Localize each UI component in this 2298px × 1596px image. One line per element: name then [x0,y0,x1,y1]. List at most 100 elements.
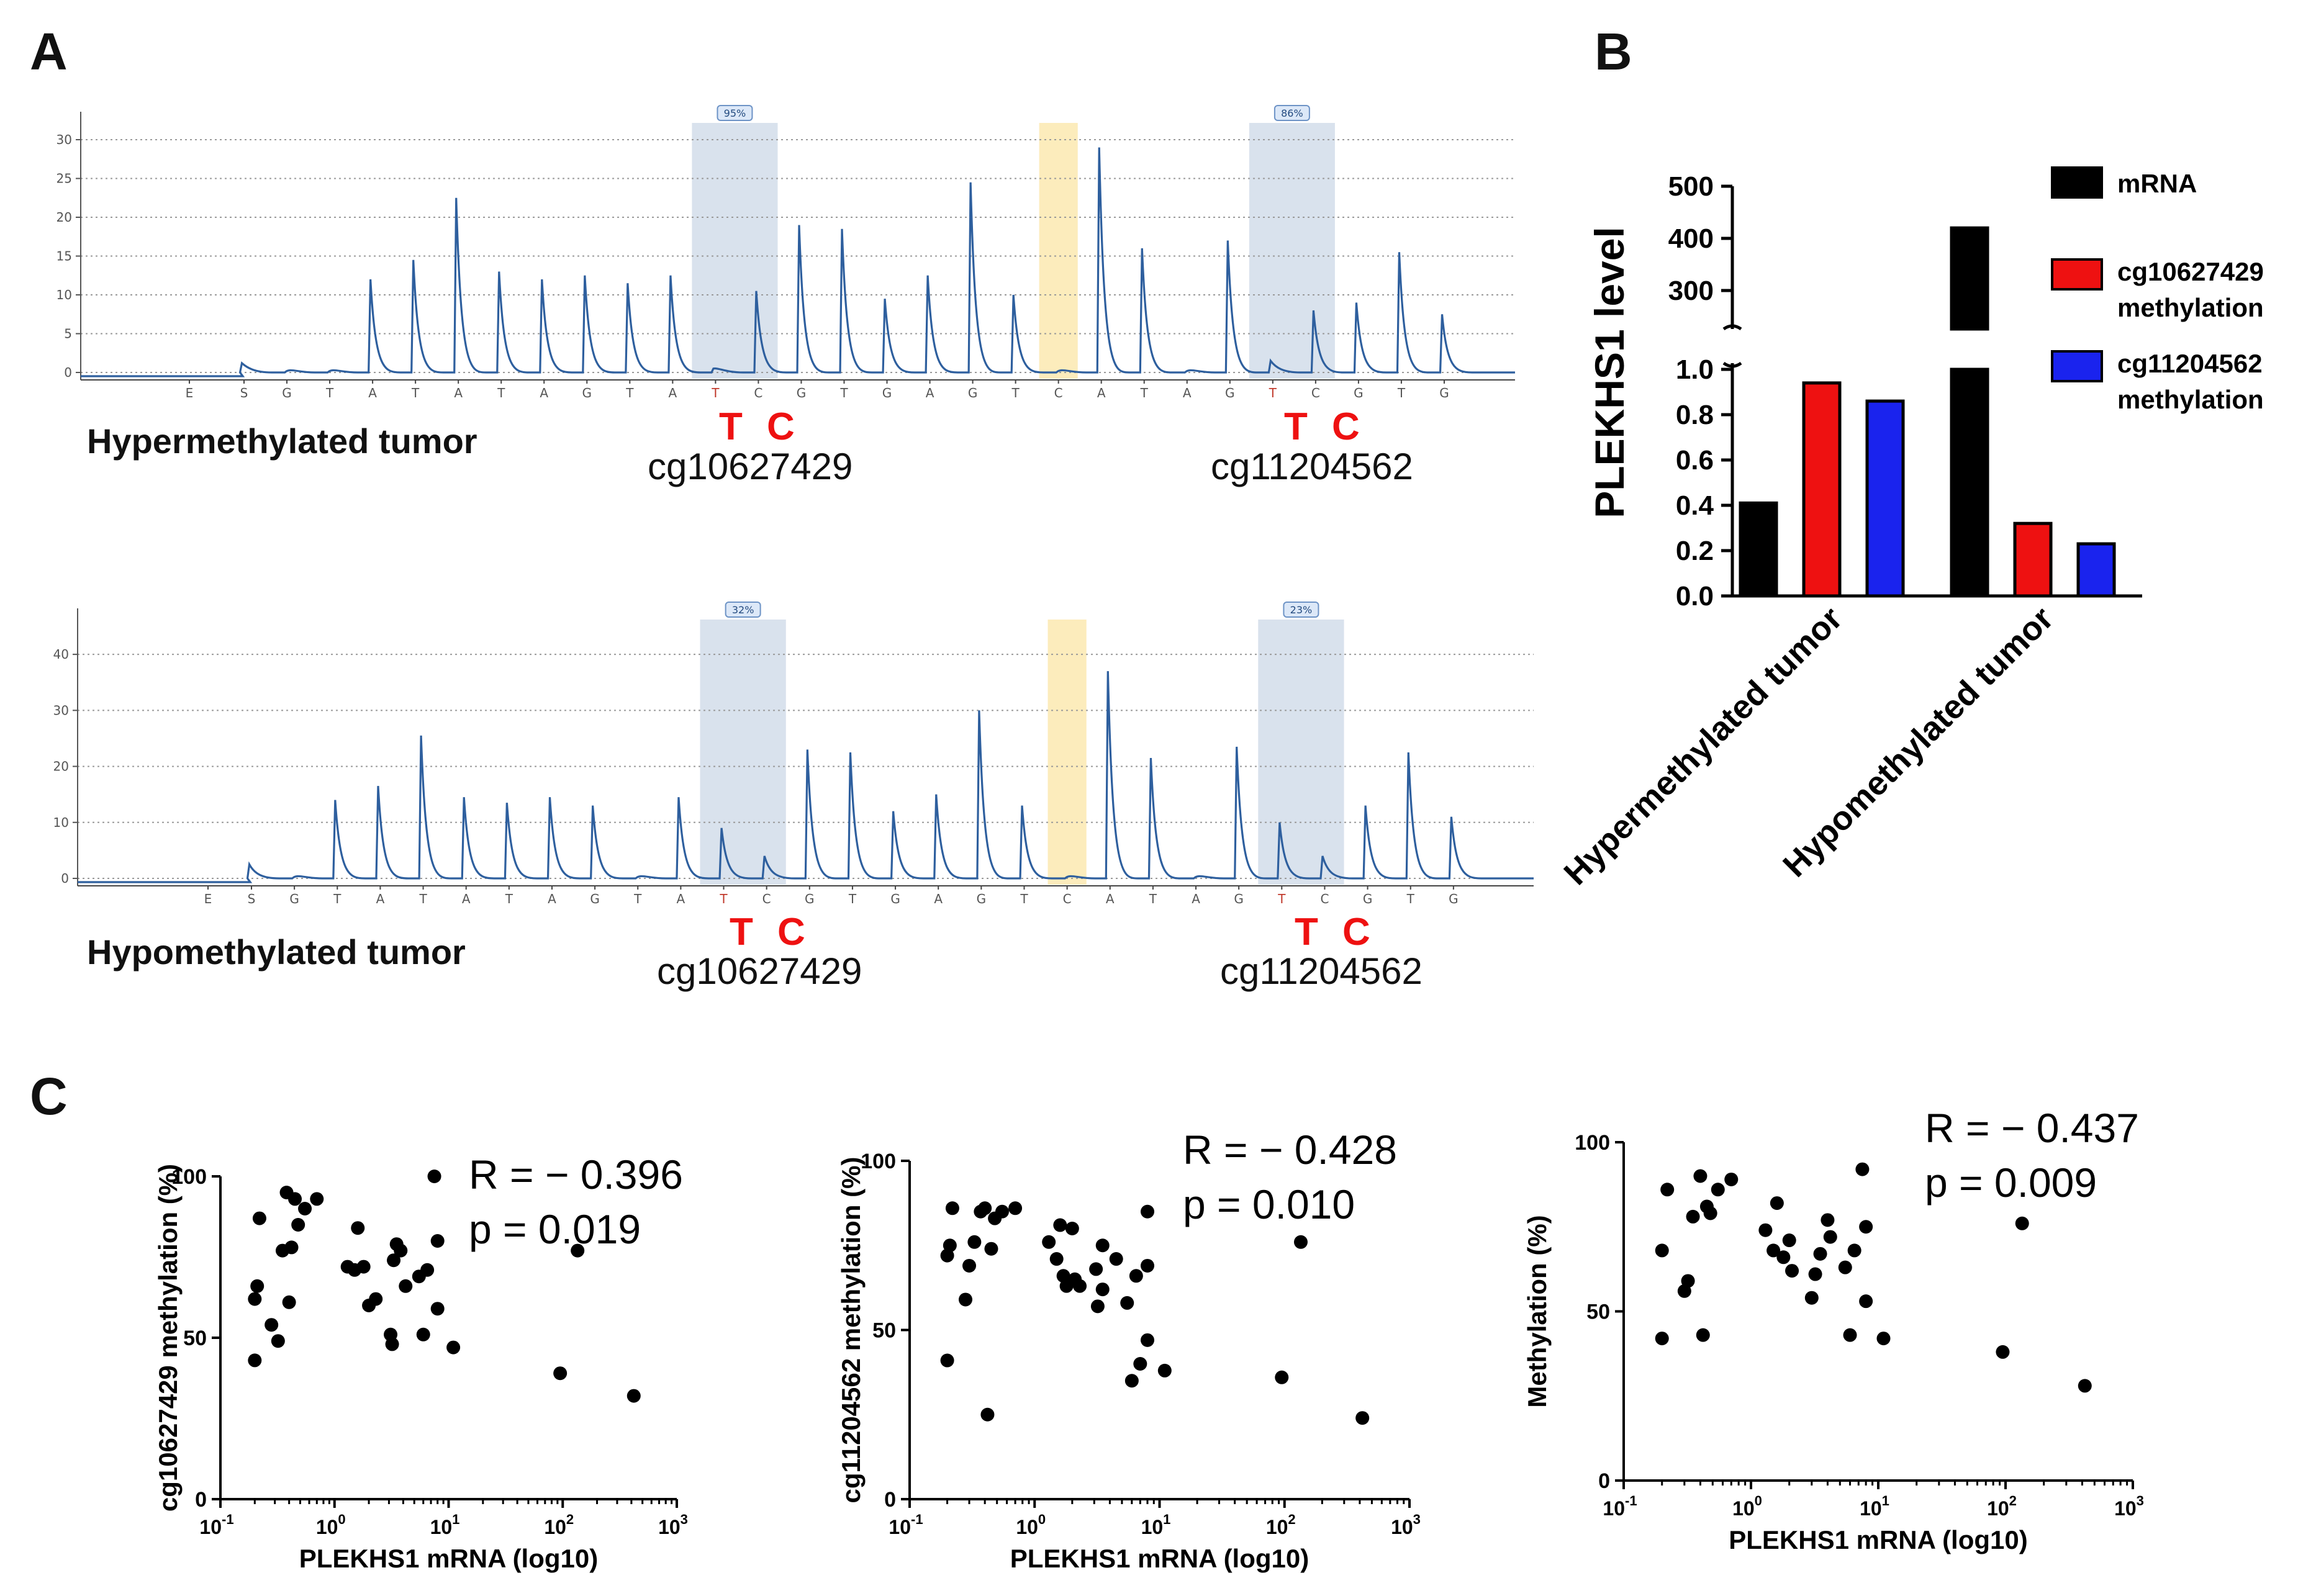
x-axis-label: PLEKHS1 mRNA (log10) [1010,1544,1310,1573]
pyrogram-trace [78,671,1534,883]
scatter-point [387,1253,401,1268]
x-tick-exponent: 2 [566,1512,574,1527]
sequence-letter: A [454,385,463,400]
y-tick-label: 0 [195,1488,207,1512]
cpg-c-base: C [1332,405,1360,448]
sequence-letter: C [754,385,762,400]
sequence-letter: T [839,385,848,400]
sequence-letter: T [497,385,505,400]
r-value: R = − 0.396 [469,1152,683,1197]
scatter-point [1140,1258,1154,1273]
x-tick-exponent: 1 [1163,1512,1170,1527]
scatter-point [282,1295,296,1309]
x-tick-exponent: 1 [1882,1493,1889,1508]
sequence-letter: T [1397,385,1406,400]
x-tick-exponent: -1 [222,1512,234,1527]
x-tick-label: 102 [1987,1493,2017,1520]
scatter-point [1140,1204,1154,1219]
y-tick-label: 50 [872,1319,896,1343]
sequence-letter: T [1269,385,1277,400]
scatter-point [1859,1220,1873,1234]
sequence-letter: C [1054,385,1063,400]
scatter-point [943,1238,957,1253]
cpg-t-base: T [1284,405,1308,448]
scatter-point [420,1263,435,1277]
cpg-t-base: T [730,911,753,954]
sequence-letter: G [1363,891,1373,906]
sequence-letter: G [282,385,292,400]
sequence-letter: A [376,891,385,906]
scatter-point [310,1192,324,1206]
sequence-letter: A [540,385,548,400]
scatter-point [1876,1332,1891,1346]
p-value: p = 0.019 [469,1206,641,1252]
x-tick-exponent: -1 [911,1512,923,1527]
r-value: R = − 0.428 [1183,1127,1397,1173]
y-tick-label: 20 [57,210,72,225]
scatter-point [430,1302,445,1316]
scatter-point [1843,1328,1857,1342]
sequence-letter: G [1449,891,1459,906]
scatter-point [962,1258,977,1273]
bar-0-lower [1950,367,1989,598]
x-tick-label: 100 [316,1512,346,1538]
sequence-letter: A [548,891,556,906]
scatter-point [1785,1264,1799,1278]
panel-letter-c: C [30,1067,68,1125]
y-axis-label: Methylation (%) [1522,1215,1552,1407]
scatter-point [967,1235,982,1249]
cpg-c-base: C [777,911,805,954]
scatter-point [265,1318,279,1332]
sequence-letter: E [204,891,212,906]
percent-badge [1273,105,1310,121]
pyrogram-title-hypo: Hypomethylated tumor [87,932,466,972]
scatter-point [1095,1283,1110,1297]
bar-ylabel: PLEKHS1 level [1586,227,1632,518]
scatter-point [1133,1357,1147,1371]
x-tick-exponent: 3 [2137,1493,2144,1508]
y-tick-label: 100 [861,1150,896,1173]
sequence-letter: T [633,891,642,906]
percent-badge [1283,602,1319,618]
scatter-point [1008,1201,1023,1215]
sequence-letter: G [1439,385,1449,400]
y-tick-label: 0.8 [1676,400,1714,430]
scatter-point [1821,1213,1835,1227]
scatter-point [1140,1333,1154,1347]
scatter-point [995,1204,1009,1219]
x-axis-label: PLEKHS1 mRNA (log10) [299,1544,599,1573]
x-tick-label: 103 [658,1512,688,1538]
scatter-point [369,1292,383,1306]
legend-label-cg10627429: cg10627429 [2117,257,2264,286]
scatter-point [248,1292,262,1306]
bar-1 [2013,521,2053,598]
cpg-t-base: T [1295,911,1318,954]
scatter-point [1766,1243,1781,1258]
sequence-letter: G [582,385,592,400]
y-axis-label: cg11204562 methylation (%) [836,1157,866,1504]
scatter-point [1124,1374,1139,1388]
sequence-letter: G [968,385,978,400]
cpg-label-cg10627429: cg10627429 [648,446,853,487]
y-tick-label: 10 [57,287,72,302]
cpg-label-cg11204562: cg11204562 [1220,950,1423,992]
scatter-point [385,1337,399,1351]
x-tick-exponent: -1 [1625,1493,1637,1508]
scatter-point [1996,1345,2010,1359]
sequence-letter: S [248,891,256,906]
y-tick-label: 30 [53,703,69,718]
y-tick-label: 50 [183,1327,207,1350]
scatter-point [1095,1238,1110,1253]
y-tick-label: 40 [53,647,69,662]
scatter-point [1724,1172,1739,1186]
sequence-letter: T [625,385,634,400]
scatter-point [1660,1183,1675,1197]
y-tick-label: 300 [1668,276,1714,306]
scatter-point [284,1240,299,1255]
scatter-point [399,1279,413,1293]
scatter-point [1804,1291,1819,1305]
sequence-letter: T [1011,385,1020,400]
